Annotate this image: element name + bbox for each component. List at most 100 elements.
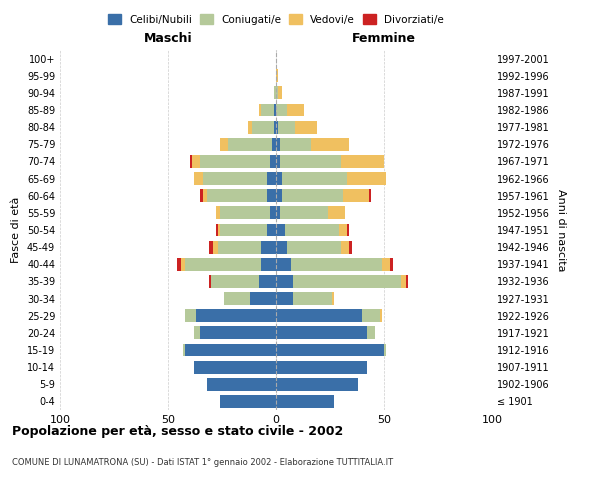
Bar [280,206,328,220]
Bar [185,344,276,356]
Bar [207,190,268,202]
Bar [220,224,268,236]
Bar [369,190,371,202]
Bar [276,190,283,202]
Text: COMUNE DI LUNAMATRONA (SU) - Dati ISTAT 1° gennaio 2002 - Elaborazione TUTTITALI: COMUNE DI LUNAMATRONA (SU) - Dati ISTAT … [12,458,393,467]
Bar [220,395,276,408]
Bar [276,138,280,150]
Bar [196,310,276,322]
Bar [215,206,220,220]
Bar [401,275,406,288]
Bar [276,172,283,185]
Bar [276,224,284,236]
Bar [283,190,343,202]
Bar [192,155,200,168]
Bar [274,86,276,100]
Bar [274,104,276,117]
Bar [284,224,338,236]
Y-axis label: Fasce di età: Fasce di età [11,197,21,263]
Bar [276,360,367,374]
Bar [276,70,278,82]
Bar [349,240,352,254]
Bar [341,240,349,254]
Bar [218,240,261,254]
Bar [380,310,382,322]
Bar [343,190,369,202]
Bar [362,310,380,322]
Text: Femmine: Femmine [352,32,416,45]
Bar [338,224,347,236]
Bar [181,258,185,270]
Bar [200,155,269,168]
Bar [278,86,283,100]
Bar [278,120,295,134]
Bar [276,240,287,254]
Bar [229,138,272,150]
Bar [185,310,196,322]
Bar [276,344,384,356]
Bar [332,292,334,305]
Bar [203,172,268,185]
Bar [280,138,311,150]
Bar [268,190,276,202]
Bar [406,275,408,288]
Bar [293,275,401,288]
Bar [185,258,261,270]
Bar [276,275,293,288]
Bar [276,155,280,168]
Bar [261,240,276,254]
Bar [214,240,218,254]
Bar [209,240,214,254]
Bar [211,275,259,288]
Bar [347,172,386,185]
Text: Popolazione per età, sesso e stato civile - 2002: Popolazione per età, sesso e stato civil… [12,425,343,438]
Bar [291,258,382,270]
Bar [276,258,291,270]
Bar [295,120,317,134]
Bar [276,104,287,117]
Bar [367,326,376,340]
Bar [194,326,200,340]
Bar [224,292,250,305]
Bar [276,206,280,220]
Bar [391,258,392,270]
Bar [276,378,358,390]
Bar [218,224,220,236]
Bar [341,155,384,168]
Bar [190,155,192,168]
Bar [384,344,386,356]
Bar [280,155,341,168]
Bar [328,206,345,220]
Bar [200,326,276,340]
Bar [176,258,181,270]
Bar [276,120,278,134]
Bar [283,172,347,185]
Bar [209,275,211,288]
Bar [220,206,269,220]
Bar [203,190,207,202]
Bar [287,240,341,254]
Bar [183,344,185,356]
Bar [293,292,332,305]
Bar [268,224,276,236]
Bar [250,292,276,305]
Bar [207,378,276,390]
Bar [287,104,304,117]
Y-axis label: Anni di nascita: Anni di nascita [556,188,566,271]
Bar [194,172,203,185]
Bar [269,206,276,220]
Bar [259,275,276,288]
Bar [215,224,218,236]
Bar [261,258,276,270]
Bar [274,120,276,134]
Bar [259,104,261,117]
Bar [248,120,252,134]
Bar [276,86,278,100]
Bar [276,292,293,305]
Bar [200,190,203,202]
Bar [276,395,334,408]
Bar [311,138,349,150]
Bar [276,310,362,322]
Bar [276,326,367,340]
Bar [252,120,274,134]
